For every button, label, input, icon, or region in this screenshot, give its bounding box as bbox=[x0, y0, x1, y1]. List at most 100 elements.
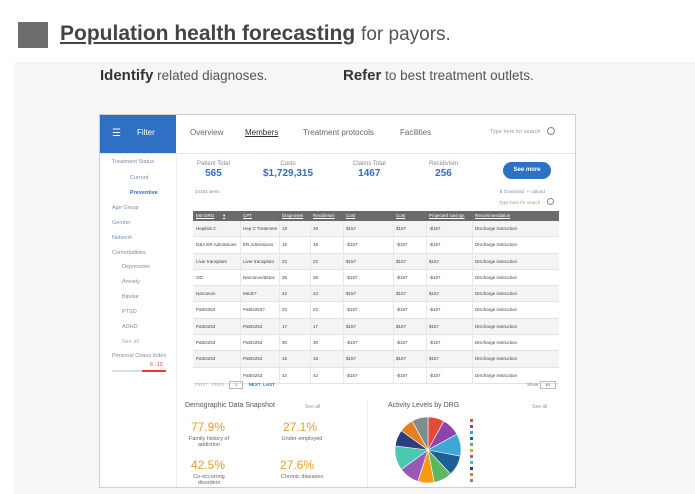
cell-divider bbox=[393, 286, 394, 302]
pager-page-input[interactable]: 1 bbox=[229, 381, 244, 389]
chaos-range-fill bbox=[142, 370, 166, 372]
table-cell: Meds? bbox=[243, 291, 257, 297]
see-more-button[interactable]: See more bbox=[503, 162, 551, 179]
table-cell: 30 bbox=[282, 340, 288, 346]
table-cell: Discharge instruction bbox=[475, 226, 518, 231]
subtitle-refer: Refer to best treatment outlets. bbox=[343, 67, 534, 84]
sidebar-comorbidity-item[interactable]: Anxiety bbox=[122, 279, 141, 285]
pie-slice[interactable] bbox=[411, 416, 429, 451]
pager-prev[interactable]: PREV bbox=[211, 382, 225, 388]
members-table: MS-DRG ▾ CPT Diagnoses Recidivism Cost C… bbox=[193, 211, 559, 384]
col-header-cpt[interactable]: CPT bbox=[243, 213, 252, 218]
pager-next[interactable]: NEXT bbox=[248, 382, 261, 388]
table-row[interactable]: Hepititis C Hep C Treatment 19 19 $157 $157 -$… bbox=[193, 221, 559, 238]
table-search-input[interactable]: Type here for search bbox=[499, 200, 541, 205]
search-icon[interactable] bbox=[547, 198, 554, 205]
table-cell: Discharge instruction bbox=[475, 372, 518, 378]
demo-stat-label: Under-employed bbox=[281, 436, 323, 442]
table-row[interactable]: Pat04253 Pat04253? 22 22 -$157 -$157 -$157 Disc… bbox=[193, 302, 559, 319]
legend-item bbox=[470, 472, 475, 476]
col-header-cost[interactable]: Cost bbox=[346, 213, 356, 218]
col-header-diagnoses[interactable]: Diagnoses bbox=[282, 213, 304, 218]
table-cell: 15 bbox=[282, 356, 288, 362]
table-cell: 42 bbox=[313, 291, 319, 297]
activity-see-all[interactable]: See all bbox=[532, 404, 548, 410]
table-row[interactable]: OD Narcanon/detox 35 35 -$157 -$157 -$157 Disch… bbox=[193, 269, 559, 287]
table-cell: $157 bbox=[346, 226, 357, 231]
download-link[interactable]: Download bbox=[504, 189, 525, 194]
legend-swatch bbox=[470, 460, 473, 464]
sidebar-see-all[interactable]: See all bbox=[122, 339, 139, 345]
nav-treatment-protocols[interactable]: Treatment protocols bbox=[303, 128, 374, 137]
table-cell: $157 bbox=[346, 356, 357, 362]
legend-swatch bbox=[470, 454, 473, 458]
cell-divider bbox=[240, 221, 241, 237]
demo-stat-value: 77.9% bbox=[191, 420, 226, 434]
sidebar-comorbidity-item[interactable]: ADHD bbox=[122, 324, 138, 330]
col-header-cost-2[interactable]: Cost bbox=[396, 213, 406, 218]
sidebar-comorbidity-item[interactable]: Bipolar bbox=[122, 294, 140, 300]
show-label: Show bbox=[527, 382, 539, 387]
upload-icon: + bbox=[526, 189, 531, 194]
legend-swatch bbox=[470, 436, 473, 440]
nav-facilities[interactable]: Facilities bbox=[400, 128, 432, 137]
sidebar-treatment-status[interactable]: Treatment Status bbox=[112, 159, 154, 165]
table-row[interactable]: Pat04253 Pat04253 17 17 $157 $157 $157 Discharg… bbox=[193, 318, 559, 336]
pager-last[interactable]: LAST bbox=[263, 382, 275, 388]
table-row[interactable]: Pat04253 Pat04253 15 15 $157 $157 $157 Discharg… bbox=[193, 351, 559, 368]
filter-button[interactable]: ☰ Filter bbox=[100, 115, 176, 153]
cell-divider bbox=[310, 286, 311, 302]
sidebar-comorbidity-item[interactable]: Depression bbox=[122, 264, 150, 270]
nav-members[interactable]: Members bbox=[245, 128, 279, 137]
cell-divider bbox=[310, 253, 311, 269]
download-upload-links: ⬇ Download + Upload bbox=[499, 189, 545, 195]
table-row[interactable]: D&A ER Admissions ER Admissions 15 15 -$157 -… bbox=[193, 237, 559, 254]
col-header-projected-savings[interactable]: Projected savings bbox=[429, 213, 465, 218]
table-cell: Discharge instruction bbox=[475, 340, 518, 346]
sidebar-current[interactable]: Current bbox=[130, 175, 149, 181]
col-header-recommendation[interactable]: Recommendation bbox=[475, 213, 511, 218]
table-cell: -$157 bbox=[429, 340, 441, 346]
table-cell: 15 bbox=[313, 242, 319, 248]
demographic-snapshot: Demographic Data Snapshot See all 77.9% … bbox=[185, 400, 365, 487]
table-row[interactable]: Liver transplant Liver transplant 22 22 $157… bbox=[193, 253, 559, 270]
search-icon[interactable] bbox=[547, 127, 555, 135]
chaos-range-slider[interactable] bbox=[112, 370, 166, 372]
col-header-ms-drg[interactable]: MS-DRG bbox=[196, 213, 215, 218]
nav-overview[interactable]: Overview bbox=[190, 128, 224, 137]
col-header-recidivism[interactable]: Recidivism bbox=[313, 213, 335, 218]
table-row[interactable]: Narcanon Meds? 42 42 $157 $157 $157 Discharge i… bbox=[193, 286, 559, 303]
table-row[interactable]: Pat04253 Pat04253 30 30 -$157 -$157 -$157 Disch… bbox=[193, 335, 559, 352]
upload-link[interactable]: Upload bbox=[530, 189, 545, 194]
table-cell: Discharge instruction bbox=[475, 258, 518, 264]
legend-swatch bbox=[470, 424, 473, 428]
cell-divider bbox=[279, 286, 280, 302]
sidebar-gender[interactable]: Gender bbox=[112, 220, 131, 226]
show-select[interactable]: 10 bbox=[539, 381, 556, 389]
pager-first[interactable]: FIRST bbox=[195, 382, 208, 388]
cell-divider bbox=[279, 253, 280, 269]
sidebar-personal-chaos-index[interactable]: Personal Chaos Index bbox=[112, 353, 167, 359]
sidebar-preventive[interactable]: Preventive bbox=[130, 190, 158, 196]
subtitle-identify: Identify related diagnoses. bbox=[100, 67, 267, 84]
stat-claims-total: Claims Total 1467 bbox=[353, 161, 386, 179]
cell-divider bbox=[240, 269, 241, 286]
cell-divider bbox=[279, 237, 280, 253]
table-cell: 22 bbox=[313, 258, 319, 264]
table-row[interactable]: Pat04253 42 42 -$157 -$157 -$157 Discharge ins… bbox=[193, 367, 559, 384]
sidebar-comorbidity-item[interactable]: PTSD bbox=[122, 309, 137, 315]
top-search-input[interactable]: Type here for search bbox=[490, 129, 541, 135]
legend-item bbox=[470, 418, 475, 422]
cell-divider bbox=[393, 269, 394, 286]
table-cell: $157 bbox=[346, 258, 357, 264]
sidebar-network[interactable]: Network bbox=[112, 235, 133, 241]
sort-icon[interactable]: ▾ bbox=[223, 213, 226, 218]
sidebar-age-group[interactable]: Age Group bbox=[112, 205, 139, 211]
demographic-title: Demographic Data Snapshot bbox=[185, 402, 275, 409]
cell-divider bbox=[472, 318, 473, 335]
cell-divider bbox=[343, 351, 344, 367]
demographic-see-all[interactable]: See all bbox=[305, 404, 321, 410]
sidebar-comorbidities[interactable]: Comorbidities bbox=[112, 250, 146, 256]
legend-item bbox=[470, 436, 475, 440]
table-header: MS-DRG ▾ CPT Diagnoses Recidivism Cost C… bbox=[193, 211, 559, 221]
